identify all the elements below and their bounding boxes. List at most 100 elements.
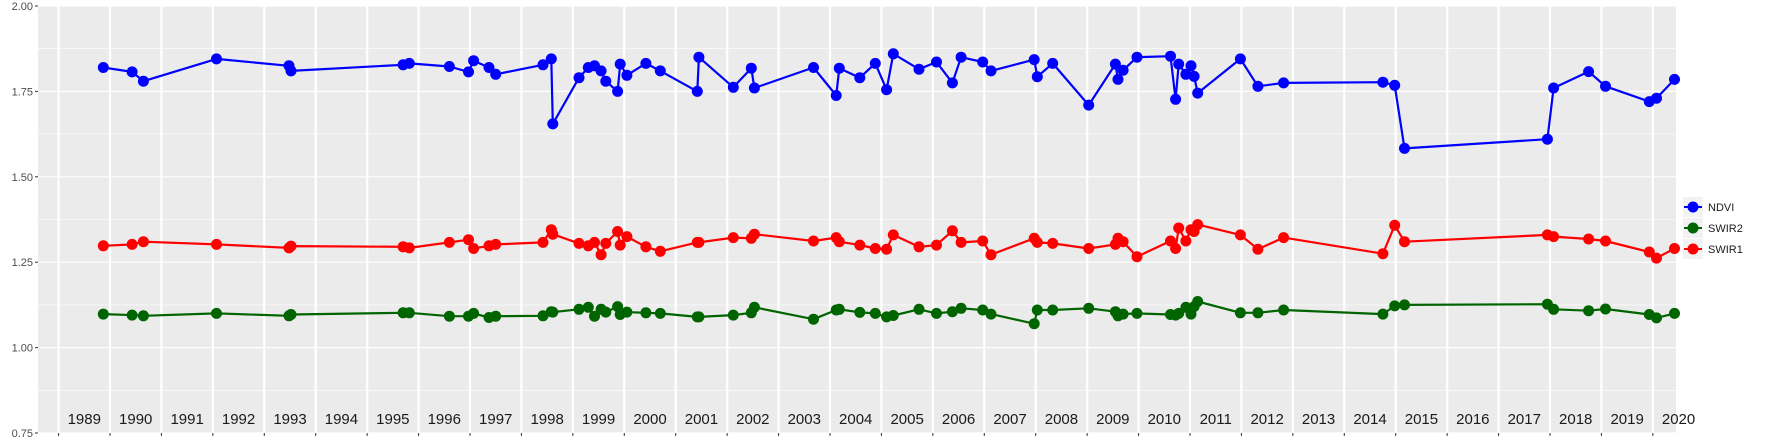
- data-point-ndvi: [1028, 54, 1040, 66]
- data-point-ndvi: [854, 72, 866, 84]
- data-point-swir2: [1389, 300, 1401, 312]
- year-label: 1997: [479, 411, 512, 428]
- data-point-swir2: [887, 310, 899, 321]
- data-point-swir2: [654, 307, 666, 319]
- data-point-swir1: [854, 239, 866, 251]
- data-point-ndvi: [600, 75, 612, 87]
- data-point-swir2: [1031, 304, 1043, 316]
- grid-lines: [38, 5, 1676, 434]
- data-point-swir1: [1117, 236, 1129, 248]
- data-point-swir1: [97, 240, 109, 252]
- data-point-swir1: [1031, 236, 1043, 248]
- data-point-swir2: [403, 307, 415, 319]
- year-label: 1992: [222, 411, 255, 428]
- data-point-ndvi: [1234, 53, 1246, 65]
- data-point-swir1: [913, 241, 925, 253]
- data-point-swir1: [1583, 233, 1595, 245]
- data-point-ndvi: [1192, 87, 1204, 99]
- data-point-ndvi: [1669, 73, 1680, 85]
- y-tick-label: 1.00: [12, 343, 33, 355]
- legend: NDVI SWIR2 SWIR1: [1683, 197, 1743, 259]
- data-point-ndvi: [931, 56, 942, 68]
- legend-key-point: [1687, 201, 1699, 213]
- data-point-swir1: [887, 229, 899, 241]
- data-point-swir1: [1173, 222, 1185, 234]
- data-point-ndvi: [985, 65, 997, 77]
- data-point-ndvi: [808, 62, 819, 73]
- data-point-swir1: [1651, 252, 1662, 264]
- data-point-swir2: [808, 313, 819, 325]
- data-point-swir2: [97, 308, 109, 320]
- data-point-ndvi: [547, 118, 559, 130]
- data-point-ndvi: [463, 66, 474, 78]
- year-label: 1990: [119, 411, 152, 428]
- legend-label: SWIR2: [1708, 223, 1743, 235]
- data-point-swir1: [443, 236, 455, 248]
- legend-item-ndvi: NDVI: [1683, 197, 1734, 217]
- data-point-swir1: [640, 241, 652, 253]
- year-label: 1994: [325, 411, 358, 428]
- data-point-ndvi: [211, 53, 222, 65]
- year-label: 2019: [1610, 411, 1643, 428]
- data-point-ndvi: [869, 57, 881, 69]
- data-point-ndvi: [1583, 66, 1595, 78]
- data-point-swir2: [1600, 303, 1611, 315]
- data-point-ndvi: [745, 62, 757, 74]
- year-label: 1998: [530, 411, 563, 428]
- data-point-swir1: [955, 236, 967, 248]
- data-point-ndvi: [833, 62, 845, 74]
- legend-label: SWIR1: [1708, 244, 1743, 256]
- data-point-swir1: [869, 243, 881, 254]
- data-point-swir2: [547, 306, 559, 318]
- data-point-ndvi: [727, 81, 739, 93]
- data-point-ndvi: [1651, 92, 1662, 104]
- data-point-ndvi: [614, 58, 626, 70]
- data-point-ndvi: [1389, 79, 1401, 91]
- data-point-swir2: [1131, 307, 1143, 319]
- data-point-ndvi: [1278, 77, 1290, 89]
- data-point-swir1: [137, 236, 149, 248]
- series-layer: [97, 48, 1680, 330]
- year-label: 2008: [1045, 411, 1078, 428]
- year-label: 2017: [1508, 411, 1541, 428]
- data-point-ndvi: [1188, 70, 1200, 82]
- data-point-swir2: [600, 306, 612, 318]
- data-point-ndvi: [691, 85, 703, 97]
- data-point-ndvi: [830, 90, 842, 101]
- data-point-swir1: [1131, 251, 1143, 263]
- data-point-swir1: [621, 231, 633, 243]
- data-point-ndvi: [1541, 133, 1553, 145]
- data-point-swir2: [537, 310, 549, 322]
- data-point-swir2: [693, 311, 705, 323]
- data-point-swir1: [285, 240, 297, 252]
- data-point-swir1: [1278, 232, 1290, 244]
- data-point-swir1: [931, 239, 942, 251]
- data-point-ndvi: [1170, 93, 1182, 105]
- data-point-ndvi: [887, 48, 899, 60]
- year-label: 2007: [993, 411, 1026, 428]
- data-point-swir1: [463, 234, 474, 246]
- legend-item-swir2: SWIR2: [1683, 218, 1743, 238]
- series-swir2: [97, 296, 1680, 330]
- data-point-swir1: [1234, 229, 1246, 241]
- year-label: 2003: [788, 411, 821, 428]
- data-point-ndvi: [483, 62, 495, 73]
- data-point-ndvi: [573, 72, 585, 84]
- data-point-swir1: [1389, 219, 1401, 231]
- data-point-swir1: [1399, 236, 1410, 248]
- data-point-swir1: [808, 235, 819, 247]
- legend-label: NDVI: [1708, 202, 1734, 214]
- data-point-swir1: [595, 249, 607, 261]
- year-label: 2010: [1148, 411, 1181, 428]
- data-point-ndvi: [490, 68, 502, 80]
- data-point-swir2: [468, 307, 480, 319]
- data-point-swir2: [621, 306, 633, 318]
- data-point-swir1: [977, 235, 989, 247]
- data-point-swir1: [654, 245, 666, 257]
- data-point-ndvi: [693, 51, 705, 63]
- y-axis: 0.75 1.00 1.25 1.50 1.75 2.00: [12, 1, 38, 440]
- year-label: 1991: [170, 411, 203, 428]
- y-tick-label: 1.25: [12, 257, 33, 269]
- data-point-swir2: [589, 310, 600, 322]
